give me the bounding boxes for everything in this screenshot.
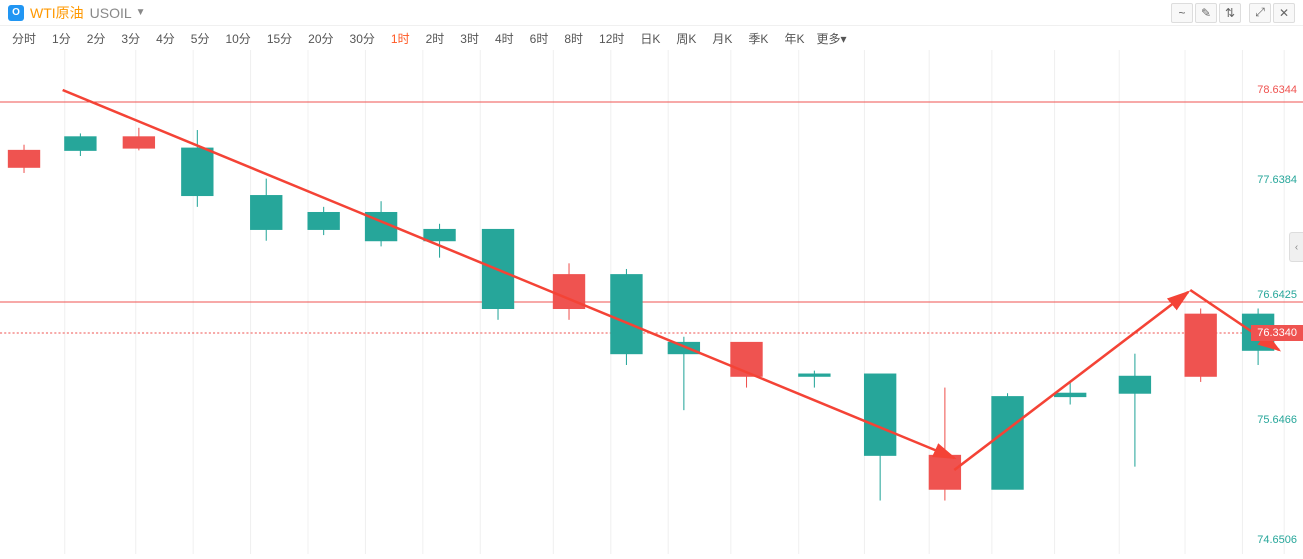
timeframe-bar: 分时 1分 2分 3分 4分 5分 10分 15分 20分 30分 1时 2时 3时 4时 6时 8时 12时日… bbox=[0, 26, 1303, 50]
price-axis-label: 75.6466 bbox=[1257, 414, 1297, 426]
timeframe-item[interactable]: 6时 bbox=[526, 28, 553, 49]
price-axis-label: 78.6344 bbox=[1257, 84, 1297, 96]
timeframe-item[interactable]: 分时 bbox=[8, 28, 40, 49]
close-button[interactable]: ✕ bbox=[1273, 3, 1295, 23]
timeframe-item[interactable]: 2时 bbox=[422, 28, 449, 49]
chart-header: O WTI原油 USOIL ▼ ~ ✎ ⇅ ⤢ ✕ bbox=[0, 0, 1303, 26]
price-axis-label: 77.6384 bbox=[1257, 174, 1297, 186]
compare-button[interactable]: ⇅ bbox=[1219, 3, 1241, 23]
draw-button[interactable]: ✎ bbox=[1195, 3, 1217, 23]
price-axis-label: 76.6425 bbox=[1257, 289, 1297, 301]
timeframe-more[interactable]: 更多▾ bbox=[816, 30, 846, 47]
timeframe-item[interactable]: 1分 bbox=[48, 28, 75, 49]
timeframe-item[interactable]: 4分 bbox=[152, 28, 179, 49]
current-price-badge: 76.3340 bbox=[1251, 325, 1303, 341]
timeframe-item[interactable]: 日K bbox=[636, 28, 664, 49]
price-axis: 78.6344 77.6384 76.6425 75.6466 74.6506 76.33… bbox=[1251, 50, 1303, 554]
expand-panel-tab[interactable]: ‹ bbox=[1289, 232, 1303, 262]
price-axis-label: 74.6506 bbox=[1257, 534, 1297, 546]
timeframe-item[interactable]: 月K bbox=[708, 28, 736, 49]
timeframe-item[interactable]: 15分 bbox=[263, 28, 296, 49]
timeframe-item[interactable]: 3时 bbox=[456, 28, 483, 49]
timeframe-item[interactable]: 10分 bbox=[221, 28, 254, 49]
symbol-name[interactable]: WTI原油 bbox=[30, 3, 84, 23]
timeframe-item[interactable]: 12时 bbox=[595, 28, 628, 49]
timeframe-item[interactable]: 30分 bbox=[346, 28, 379, 49]
symbol-dropdown-icon[interactable]: ▼ bbox=[136, 7, 146, 18]
fullscreen-button[interactable]: ⤢ bbox=[1249, 3, 1271, 23]
timeframe-item[interactable]: 周K bbox=[672, 28, 700, 49]
timeframe-item[interactable]: 3分 bbox=[117, 28, 144, 49]
timeframe-item[interactable]: 4时 bbox=[491, 28, 518, 49]
timeframe-item[interactable]: 20分 bbox=[304, 28, 337, 49]
timeframe-item[interactable]: 季K bbox=[744, 28, 772, 49]
timeframe-item[interactable]: 5分 bbox=[187, 28, 214, 49]
timeframe-item[interactable]: 年K bbox=[780, 28, 808, 49]
indicator-button[interactable]: ~ bbox=[1171, 3, 1193, 23]
toolbar-buttons: ~ ✎ ⇅ ⤢ ✕ bbox=[1171, 3, 1295, 23]
timeframe-item[interactable]: 8时 bbox=[560, 28, 587, 49]
timeframe-item[interactable]: 2分 bbox=[83, 28, 110, 49]
logo-icon: O bbox=[8, 5, 24, 21]
timeframe-item[interactable]: 1时 bbox=[387, 28, 414, 49]
symbol-code[interactable]: USOIL bbox=[90, 5, 132, 21]
candlestick-chart[interactable] bbox=[0, 50, 1303, 554]
chart-area[interactable] bbox=[0, 50, 1303, 554]
